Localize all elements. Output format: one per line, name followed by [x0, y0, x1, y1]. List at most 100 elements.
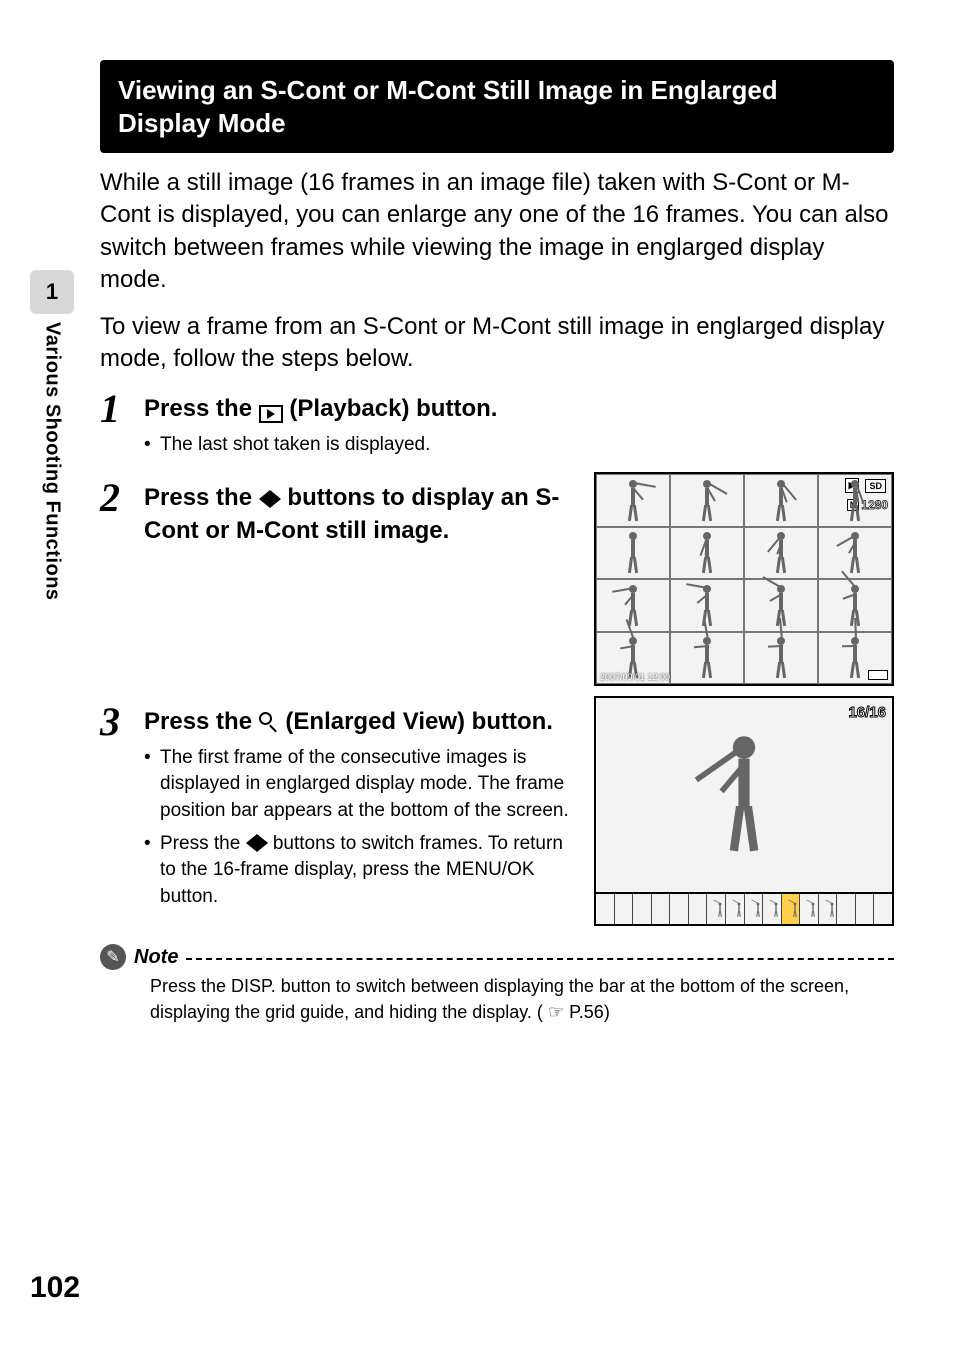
filmstrip-cell — [633, 894, 652, 924]
golfer-illustration — [764, 529, 798, 577]
golfer-illustration — [838, 477, 872, 525]
note-divider — [186, 958, 894, 960]
filmstrip-cell — [837, 894, 856, 924]
golfer-illustration — [616, 529, 650, 577]
filmstrip-cell — [782, 894, 801, 924]
step-2-number: 2 — [100, 478, 144, 518]
thumbnail-cell — [670, 579, 744, 632]
step-1-title: Press the (Playback) button. — [144, 393, 894, 425]
thumbnail-cell — [818, 527, 892, 580]
thumbnail-cell — [670, 527, 744, 580]
thumbnail-cell — [744, 527, 818, 580]
frame-position-bar — [596, 892, 892, 924]
step-1-title-b: (Playback) button. — [289, 395, 497, 422]
left-right-arrows-icon — [246, 834, 268, 852]
step-3-title-a: Press the — [144, 708, 259, 735]
step-1-bullet-1: The last shot taken is displayed. — [144, 432, 894, 459]
note-text: Press the DISP. button to switch between… — [100, 974, 894, 1024]
filmstrip-cell — [615, 894, 634, 924]
thumbnail-cell — [818, 474, 892, 527]
thumbnail-cell — [744, 632, 818, 685]
golfer-illustration — [764, 477, 798, 525]
step-3-bullet-2a: Press the — [160, 833, 246, 854]
thumbnail-cell — [670, 632, 744, 685]
intro-paragraph-1: While a still image (16 frames in an ima… — [100, 167, 894, 297]
filmstrip-cell — [819, 894, 838, 924]
golfer-illustration — [789, 902, 801, 919]
filmstrip-cell — [689, 894, 708, 924]
note-text-b: P.56) — [569, 1002, 610, 1022]
step-3-title: Press the (Enlarged View) button. — [144, 706, 576, 738]
step-3-number: 3 — [100, 702, 144, 742]
chapter-number: 1 — [46, 279, 58, 305]
filmstrip-cell — [745, 894, 764, 924]
chapter-number-box: 1 — [30, 270, 74, 314]
thumbnail-cell — [596, 579, 670, 632]
step-2: 2 Press the buttons to display an S-Cont… — [100, 478, 576, 547]
battery-icon — [868, 670, 888, 680]
step-3-bullet-1: The first frame of the consecutive image… — [144, 745, 576, 825]
manual-page: 1 Various Shooting Functions Viewing an … — [0, 0, 954, 1345]
enlarged-frame: 16/16 — [596, 698, 892, 892]
golfer-illustration — [696, 728, 791, 862]
golfer-illustration — [714, 902, 726, 919]
golfer-illustration — [807, 902, 819, 919]
section-header: Viewing an S-Cont or M-Cont Still Image … — [100, 60, 894, 153]
filmstrip-cell — [874, 894, 892, 924]
figure-enlarged-view: 16/16 — [594, 696, 894, 926]
frame-counter: 16/16 — [848, 704, 886, 721]
note-icon: ✎ — [100, 944, 126, 970]
filmstrip-cell — [763, 894, 782, 924]
note-label: Note — [134, 946, 178, 969]
step-3-bullets: The first frame of the consecutive image… — [144, 745, 576, 911]
magnify-icon — [259, 712, 279, 732]
golfer-illustration — [838, 529, 872, 577]
filmstrip-cell — [856, 894, 875, 924]
step-1-bullets: The last shot taken is displayed. — [144, 432, 894, 459]
chapter-title: Various Shooting Functions — [41, 322, 64, 601]
filmstrip-cell — [800, 894, 819, 924]
filmstrip-cell — [670, 894, 689, 924]
figure1-timestamp: 2007/09/01 12:00 — [600, 672, 670, 682]
intro-paragraph-2: To view a frame from an S-Cont or M-Cont… — [100, 311, 894, 376]
step-3: 3 Press the (Enlarged View) button. The … — [100, 702, 576, 916]
golfer-illustration — [690, 529, 724, 577]
step-2-title: Press the buttons to display an S-Cont o… — [144, 482, 576, 547]
golfer-illustration — [826, 902, 838, 919]
pointing-hand-icon: ☞ — [548, 1000, 564, 1025]
filmstrip-cell — [707, 894, 726, 924]
filmstrip-cell — [652, 894, 671, 924]
filmstrip-cell — [596, 894, 615, 924]
golfer-illustration — [764, 634, 798, 682]
golfer-illustration — [616, 477, 650, 525]
note-header-row: ✎ Note — [100, 944, 894, 970]
golfer-illustration — [690, 582, 724, 630]
step-1-title-a: Press the — [144, 395, 259, 422]
thumbnail-cell — [596, 474, 670, 527]
figure-16-frame-grid: ▶ SD N1280 2007/09/01 12:00 — [594, 472, 894, 686]
step-3-title-b: (Enlarged View) button. — [285, 708, 553, 735]
step-3-bullet-2: Press the buttons to switch frames. To r… — [144, 831, 576, 911]
step-2-row: 2 Press the buttons to display an S-Cont… — [100, 472, 894, 686]
golfer-illustration — [690, 477, 724, 525]
thumbnail-cell — [670, 474, 744, 527]
golfer-illustration — [733, 902, 745, 919]
step-3-row: 3 Press the (Enlarged View) button. The … — [100, 696, 894, 926]
note-text-a: Press the DISP. button to switch between… — [150, 976, 849, 1021]
filmstrip-cell — [726, 894, 745, 924]
golfer-illustration — [690, 634, 724, 682]
chapter-side-tab: 1 Various Shooting Functions — [30, 270, 74, 601]
page-number: 102 — [30, 1271, 80, 1305]
step-2-title-a: Press the — [144, 484, 259, 511]
playback-icon — [259, 405, 283, 423]
step-1-number: 1 — [100, 389, 144, 429]
golfer-illustration — [752, 902, 764, 919]
step-1: 1 Press the (Playback) button. The last … — [100, 389, 894, 464]
golfer-illustration — [616, 582, 650, 630]
golfer-illustration — [770, 902, 782, 919]
thumbnail-grid — [596, 474, 892, 684]
thumbnail-cell — [744, 474, 818, 527]
thumbnail-cell — [596, 527, 670, 580]
golfer-illustration — [838, 634, 872, 682]
left-right-arrows-icon — [259, 490, 281, 508]
